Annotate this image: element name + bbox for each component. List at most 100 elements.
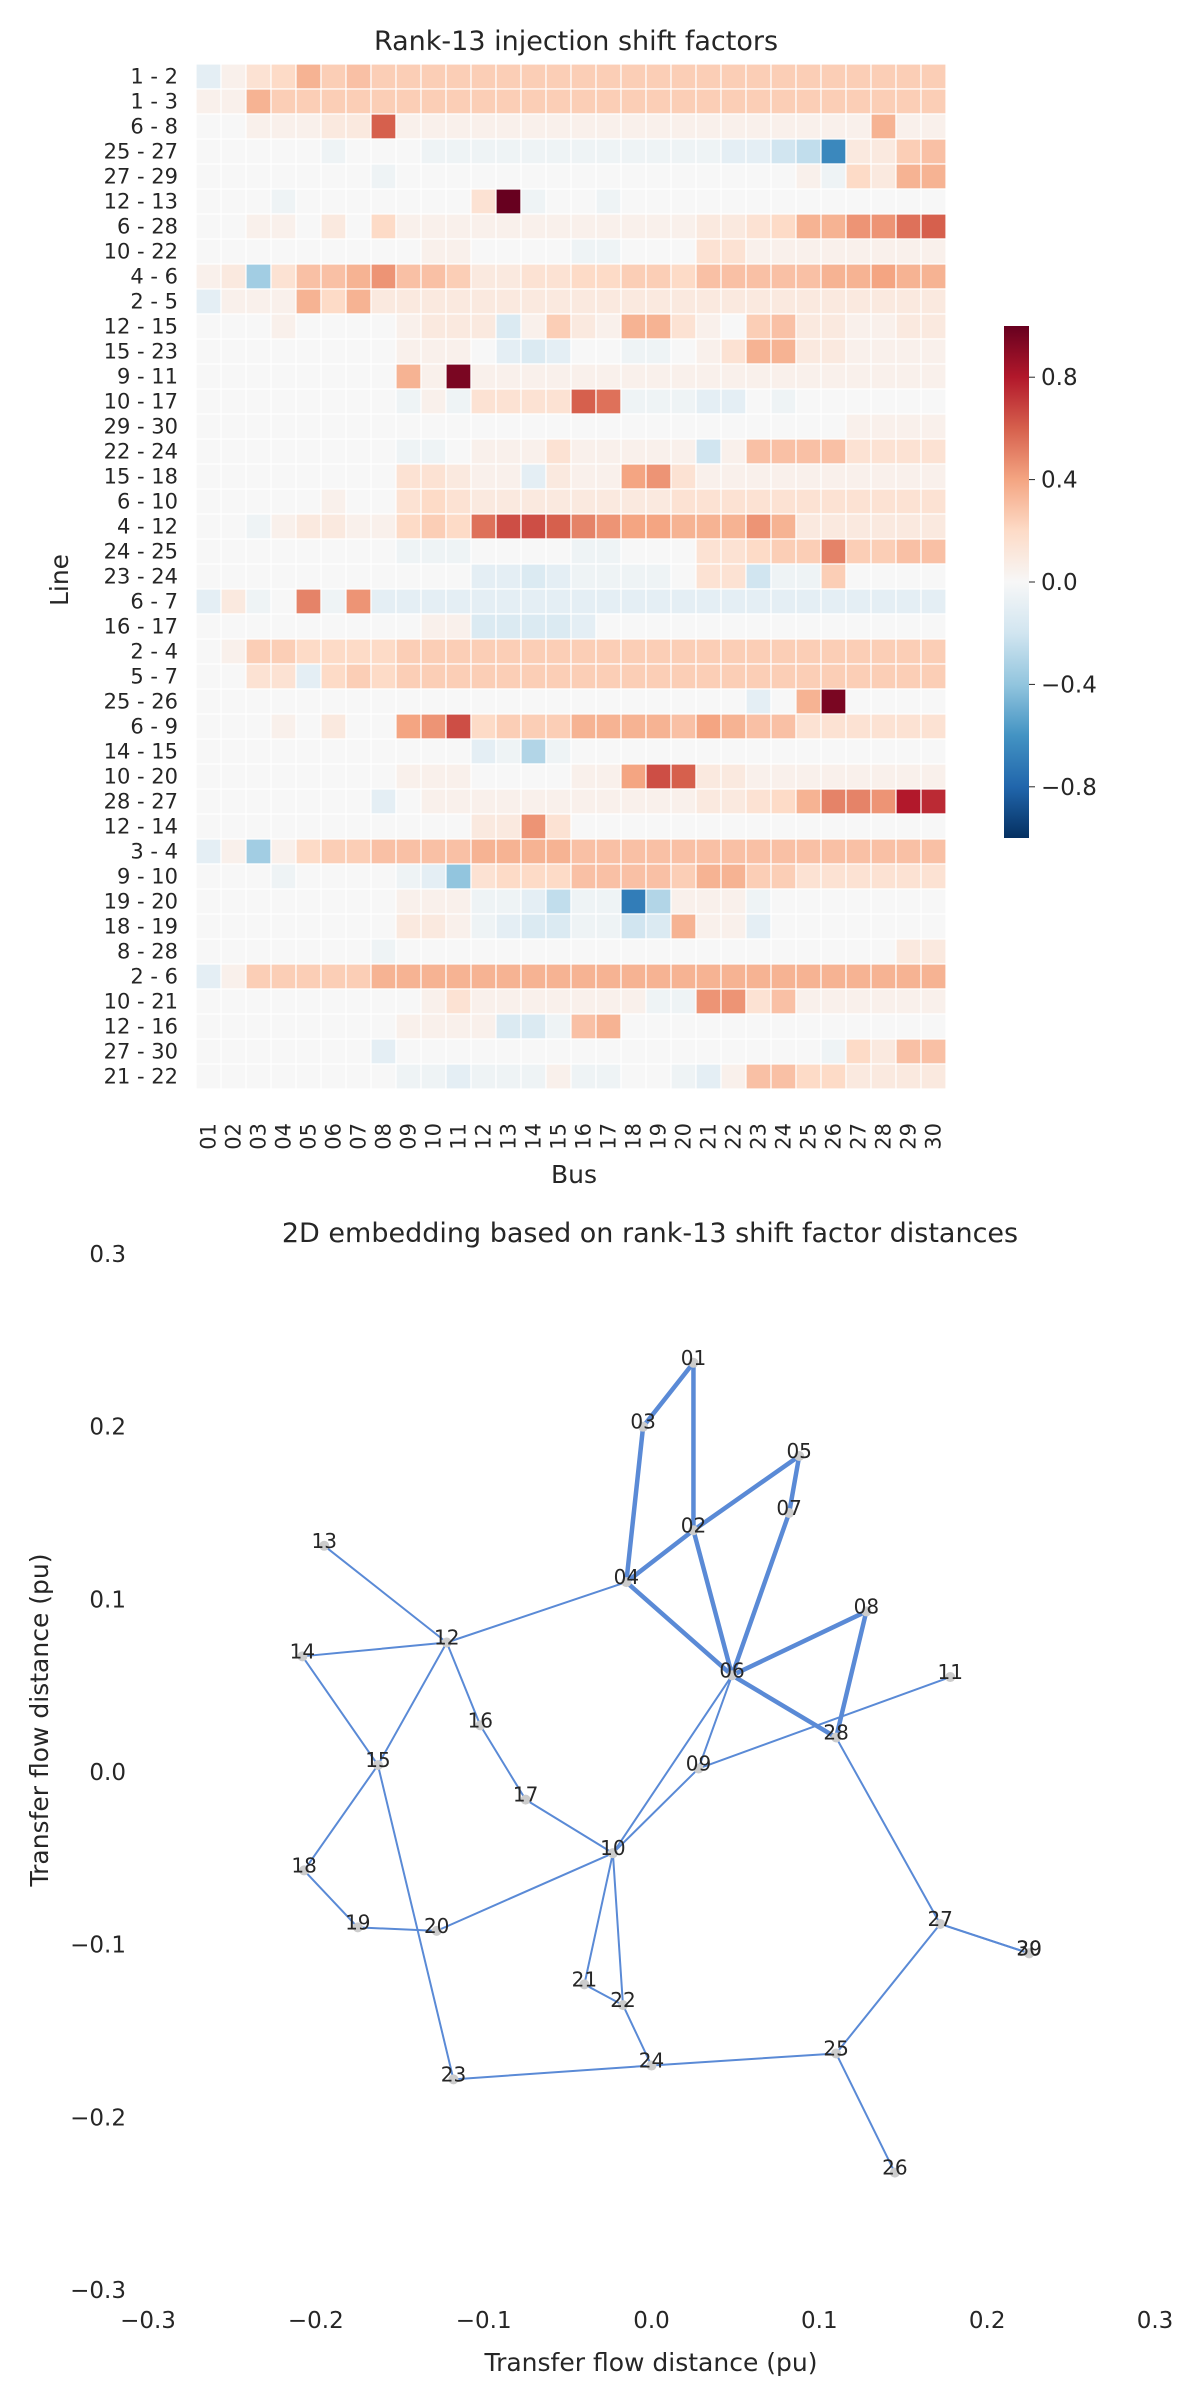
heatmap-cell bbox=[645, 788, 672, 815]
heatmap-cell bbox=[695, 463, 722, 490]
heatmap-cell bbox=[195, 438, 222, 465]
heatmap-cell bbox=[720, 213, 747, 240]
heatmap-cell bbox=[570, 638, 597, 665]
heatmap-cell bbox=[670, 963, 697, 990]
heatmap-cell bbox=[370, 438, 397, 465]
heatmap-cell bbox=[620, 988, 647, 1015]
heatmap-cell bbox=[445, 138, 472, 165]
heatmap-cell bbox=[770, 688, 797, 715]
heatmap-cell bbox=[245, 138, 272, 165]
network-edge-heavy bbox=[624, 1528, 696, 1585]
heatmap-cell bbox=[820, 313, 847, 340]
heatmap-cells bbox=[195, 63, 947, 1090]
heatmap-cell bbox=[820, 463, 847, 490]
heatmap-cell bbox=[495, 413, 522, 440]
heatmap-y-tick-label: 2 - 4 bbox=[130, 640, 178, 664]
heatmap-cell bbox=[695, 738, 722, 765]
heatmap-cell bbox=[370, 1013, 397, 1040]
heatmap-cell bbox=[745, 663, 772, 690]
heatmap-cell bbox=[845, 738, 872, 765]
heatmap-y-tick-label: 25 - 26 bbox=[104, 690, 178, 714]
network-nodes: 01 02 03 04 05 06 07 08 09 10 11 12 13 14 15 16 17 18 19 20… bbox=[290, 1346, 1042, 2180]
heatmap-cell bbox=[920, 913, 947, 940]
heatmap-cell bbox=[920, 1063, 947, 1090]
heatmap-cell bbox=[745, 763, 772, 790]
heatmap-cell bbox=[920, 538, 947, 565]
heatmap-cell bbox=[845, 288, 872, 315]
heatmap-y-tick-label: 4 - 6 bbox=[130, 265, 178, 289]
heatmap-cell bbox=[645, 263, 672, 290]
heatmap-x-tick-label: 16 bbox=[572, 1123, 596, 1150]
heatmap-cell bbox=[570, 63, 597, 90]
heatmap-cell bbox=[470, 388, 497, 415]
heatmap-y-tick-label: 16 - 17 bbox=[104, 615, 178, 639]
heatmap-cell bbox=[770, 263, 797, 290]
heatmap-cell bbox=[495, 563, 522, 590]
heatmap-cell bbox=[620, 938, 647, 965]
heatmap-cell bbox=[245, 713, 272, 740]
heatmap-cell bbox=[720, 363, 747, 390]
network-edge-heavy bbox=[729, 1673, 839, 1740]
network-node bbox=[794, 1451, 805, 1462]
heatmap-y-tick-label: 29 - 30 bbox=[104, 415, 178, 439]
heatmap-cell bbox=[745, 813, 772, 840]
heatmap-cell bbox=[745, 413, 772, 440]
heatmap-cell bbox=[545, 1038, 572, 1065]
heatmap-cell bbox=[370, 1063, 397, 1090]
heatmap-cell bbox=[670, 288, 697, 315]
heatmap-cell bbox=[595, 1063, 622, 1090]
heatmap-cell bbox=[920, 213, 947, 240]
heatmap-cell bbox=[620, 863, 647, 890]
heatmap-cell bbox=[195, 1013, 222, 1040]
heatmap-cell bbox=[520, 188, 547, 215]
heatmap-cell bbox=[345, 838, 372, 865]
heatmap-cell bbox=[545, 213, 572, 240]
heatmap-cell bbox=[595, 263, 622, 290]
heatmap-cell bbox=[920, 363, 947, 390]
network-node-label: 22 bbox=[610, 1988, 635, 2012]
heatmap-cell bbox=[820, 988, 847, 1015]
heatmap-x-tick-label: 11 bbox=[447, 1123, 471, 1150]
heatmap-y-tick-label: 14 - 15 bbox=[104, 740, 178, 764]
heatmap-cell bbox=[545, 663, 572, 690]
heatmap-cell bbox=[620, 788, 647, 815]
heatmap-cell bbox=[370, 538, 397, 565]
heatmap-cell bbox=[620, 1038, 647, 1065]
heatmap-cell bbox=[645, 288, 672, 315]
colorbar-ticks: 0.8 0.4 0.0 −0.4 −0.8 bbox=[1029, 365, 1097, 801]
heatmap-cell bbox=[695, 438, 722, 465]
heatmap-cell bbox=[345, 563, 372, 590]
heatmap-cell bbox=[420, 288, 447, 315]
network-edge bbox=[452, 2064, 653, 2081]
heatmap-cell bbox=[220, 513, 247, 540]
network-node bbox=[784, 1508, 795, 1518]
heatmap-cell bbox=[295, 638, 322, 665]
network-edge bbox=[445, 1581, 628, 1644]
heatmap-cell bbox=[270, 713, 297, 740]
heatmap-cell bbox=[845, 413, 872, 440]
heatmap-cell bbox=[620, 613, 647, 640]
heatmap-cell bbox=[770, 488, 797, 515]
heatmap-x-tick-label: 02 bbox=[222, 1123, 246, 1150]
heatmap-cell bbox=[620, 263, 647, 290]
heatmap-cell bbox=[745, 338, 772, 365]
heatmap-cell bbox=[545, 63, 572, 90]
heatmap-cell bbox=[920, 188, 947, 215]
heatmap-cell bbox=[595, 913, 622, 940]
heatmap-cell bbox=[570, 363, 597, 390]
heatmap-cell bbox=[195, 138, 222, 165]
heatmap-cell bbox=[920, 238, 947, 265]
heatmap-cell bbox=[770, 338, 797, 365]
heatmap-cell bbox=[195, 363, 222, 390]
heatmap-cell bbox=[770, 438, 797, 465]
heatmap-cell bbox=[320, 113, 347, 140]
heatmap-cell bbox=[470, 913, 497, 940]
heatmap-cell bbox=[695, 363, 722, 390]
heatmap-y-tick-label: 1 - 2 bbox=[130, 65, 178, 89]
heatmap-cell bbox=[595, 313, 622, 340]
heatmap-cell bbox=[420, 763, 447, 790]
heatmap-cell bbox=[595, 1013, 622, 1040]
heatmap-cell bbox=[845, 763, 872, 790]
heatmap-cell bbox=[695, 788, 722, 815]
heatmap-cell bbox=[395, 163, 422, 190]
